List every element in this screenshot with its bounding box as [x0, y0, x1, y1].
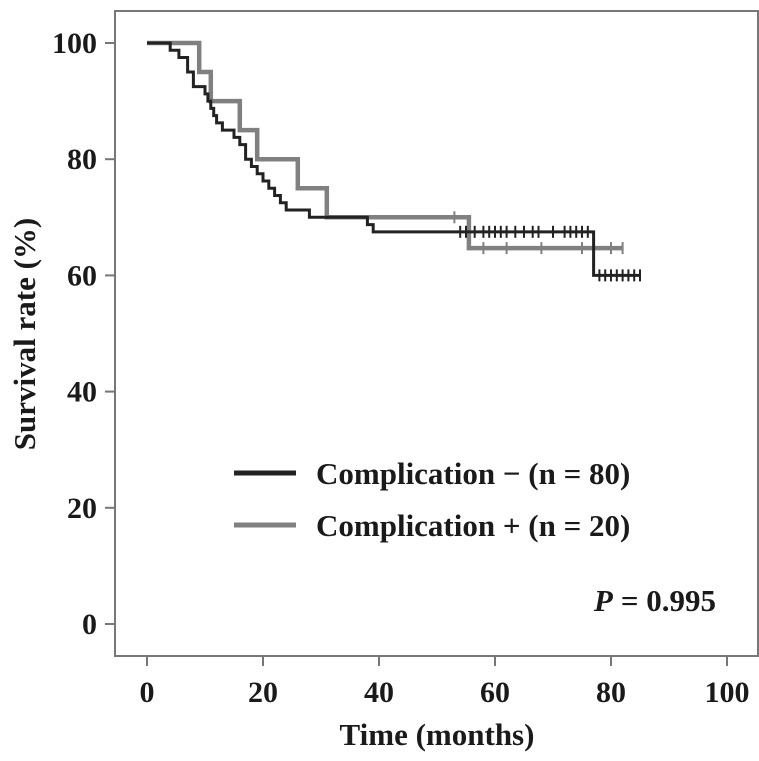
legend: Complication − (n = 80) Complication + (n…: [234, 456, 630, 543]
legend-label-1: Complication − (n = 80): [316, 456, 630, 491]
p-value-label: P: [593, 583, 614, 618]
x-tick-label: 40: [364, 676, 394, 709]
x-axis: 0 20 40 60 80 100: [140, 656, 750, 709]
x-tick-label: 60: [480, 676, 510, 709]
p-value-value: = 0.995: [621, 583, 716, 618]
y-tick-label: 0: [82, 608, 97, 641]
y-tick-label: 80: [67, 143, 97, 176]
y-axis-title: Survival rate (%): [7, 218, 42, 450]
x-tick-label: 0: [140, 676, 155, 709]
x-tick-label: 80: [596, 676, 626, 709]
plot-frame: [114, 10, 759, 657]
y-tick-label: 40: [67, 376, 97, 409]
y-tick-label: 60: [67, 259, 97, 292]
km-curve-series-1: [147, 41, 640, 277]
y-tick-label: 20: [67, 492, 97, 525]
y-axis: 0 20 40 60 80 100: [52, 27, 115, 641]
x-axis-title: Time (months): [340, 717, 535, 752]
x-tick-label: 100: [705, 676, 750, 709]
legend-label-2: Complication + (n = 20): [316, 508, 630, 543]
y-tick-label: 100: [52, 27, 97, 60]
series-layer: [147, 40, 641, 282]
x-tick-label: 20: [248, 676, 278, 709]
km-curve-series-2: [147, 40, 623, 251]
p-value-annotation: P = 0.995: [593, 583, 716, 618]
